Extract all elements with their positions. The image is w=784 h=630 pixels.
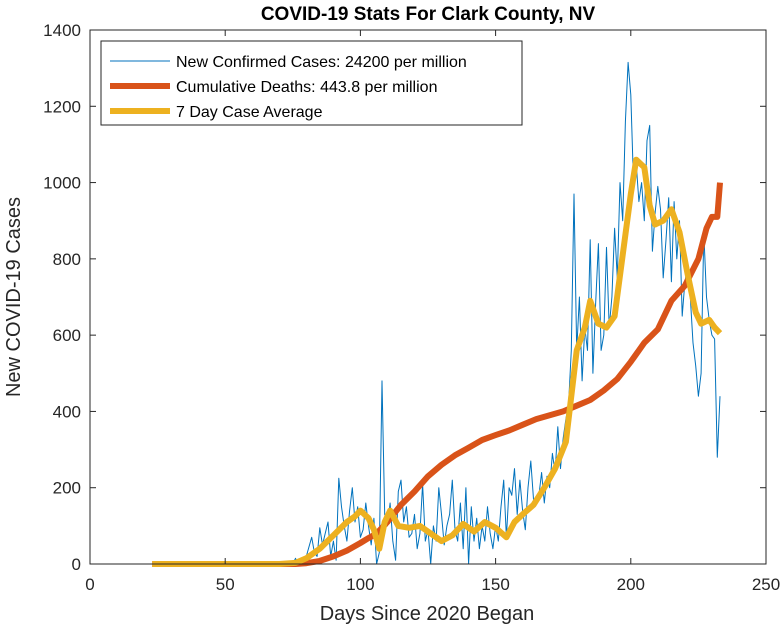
legend-box [100, 40, 523, 126]
x-tick-label: 0 [85, 575, 94, 594]
y-tick-label: 200 [53, 479, 81, 498]
legend: New Confirmed Cases: 24200 per million C… [100, 40, 523, 126]
x-tick-label: 200 [617, 575, 645, 594]
chart-title: COVID-19 Stats For Clark County, NV [261, 4, 596, 25]
legend-label-new-cases: New Confirmed Cases: 24200 per million [176, 54, 467, 71]
series-7-day-average-line [152, 156, 723, 567]
y-axis-label: New COVID-19 Cases [3, 197, 25, 397]
y-tick-label: 0 [72, 555, 81, 574]
y-tick-label: 1400 [43, 21, 81, 40]
y-tick-label: 1200 [43, 97, 81, 116]
x-tick-label: 250 [752, 575, 780, 594]
x-axis-label: Days Since 2020 Began [320, 603, 535, 625]
y-tick-label: 600 [53, 326, 81, 345]
x-tick-label: 50 [216, 575, 235, 594]
x-tick-label: 150 [481, 575, 509, 594]
y-tick-label: 400 [53, 402, 81, 421]
legend-label-7-day-average: 7 Day Case Average [176, 104, 323, 121]
x-tick-label: 100 [346, 575, 374, 594]
series-cumulative-deaths-line [152, 182, 723, 567]
legend-label-cumulative-deaths: Cumulative Deaths: 443.8 per million [176, 79, 437, 96]
series-layer [152, 61, 723, 567]
axes-box [89, 29, 767, 565]
axes: 0 50 100 150 200 250 0 200 400 600 800 1000 1200 1400 [43, 21, 780, 594]
y-tick-label: 1000 [43, 174, 81, 193]
y-tick-label: 800 [53, 250, 81, 269]
